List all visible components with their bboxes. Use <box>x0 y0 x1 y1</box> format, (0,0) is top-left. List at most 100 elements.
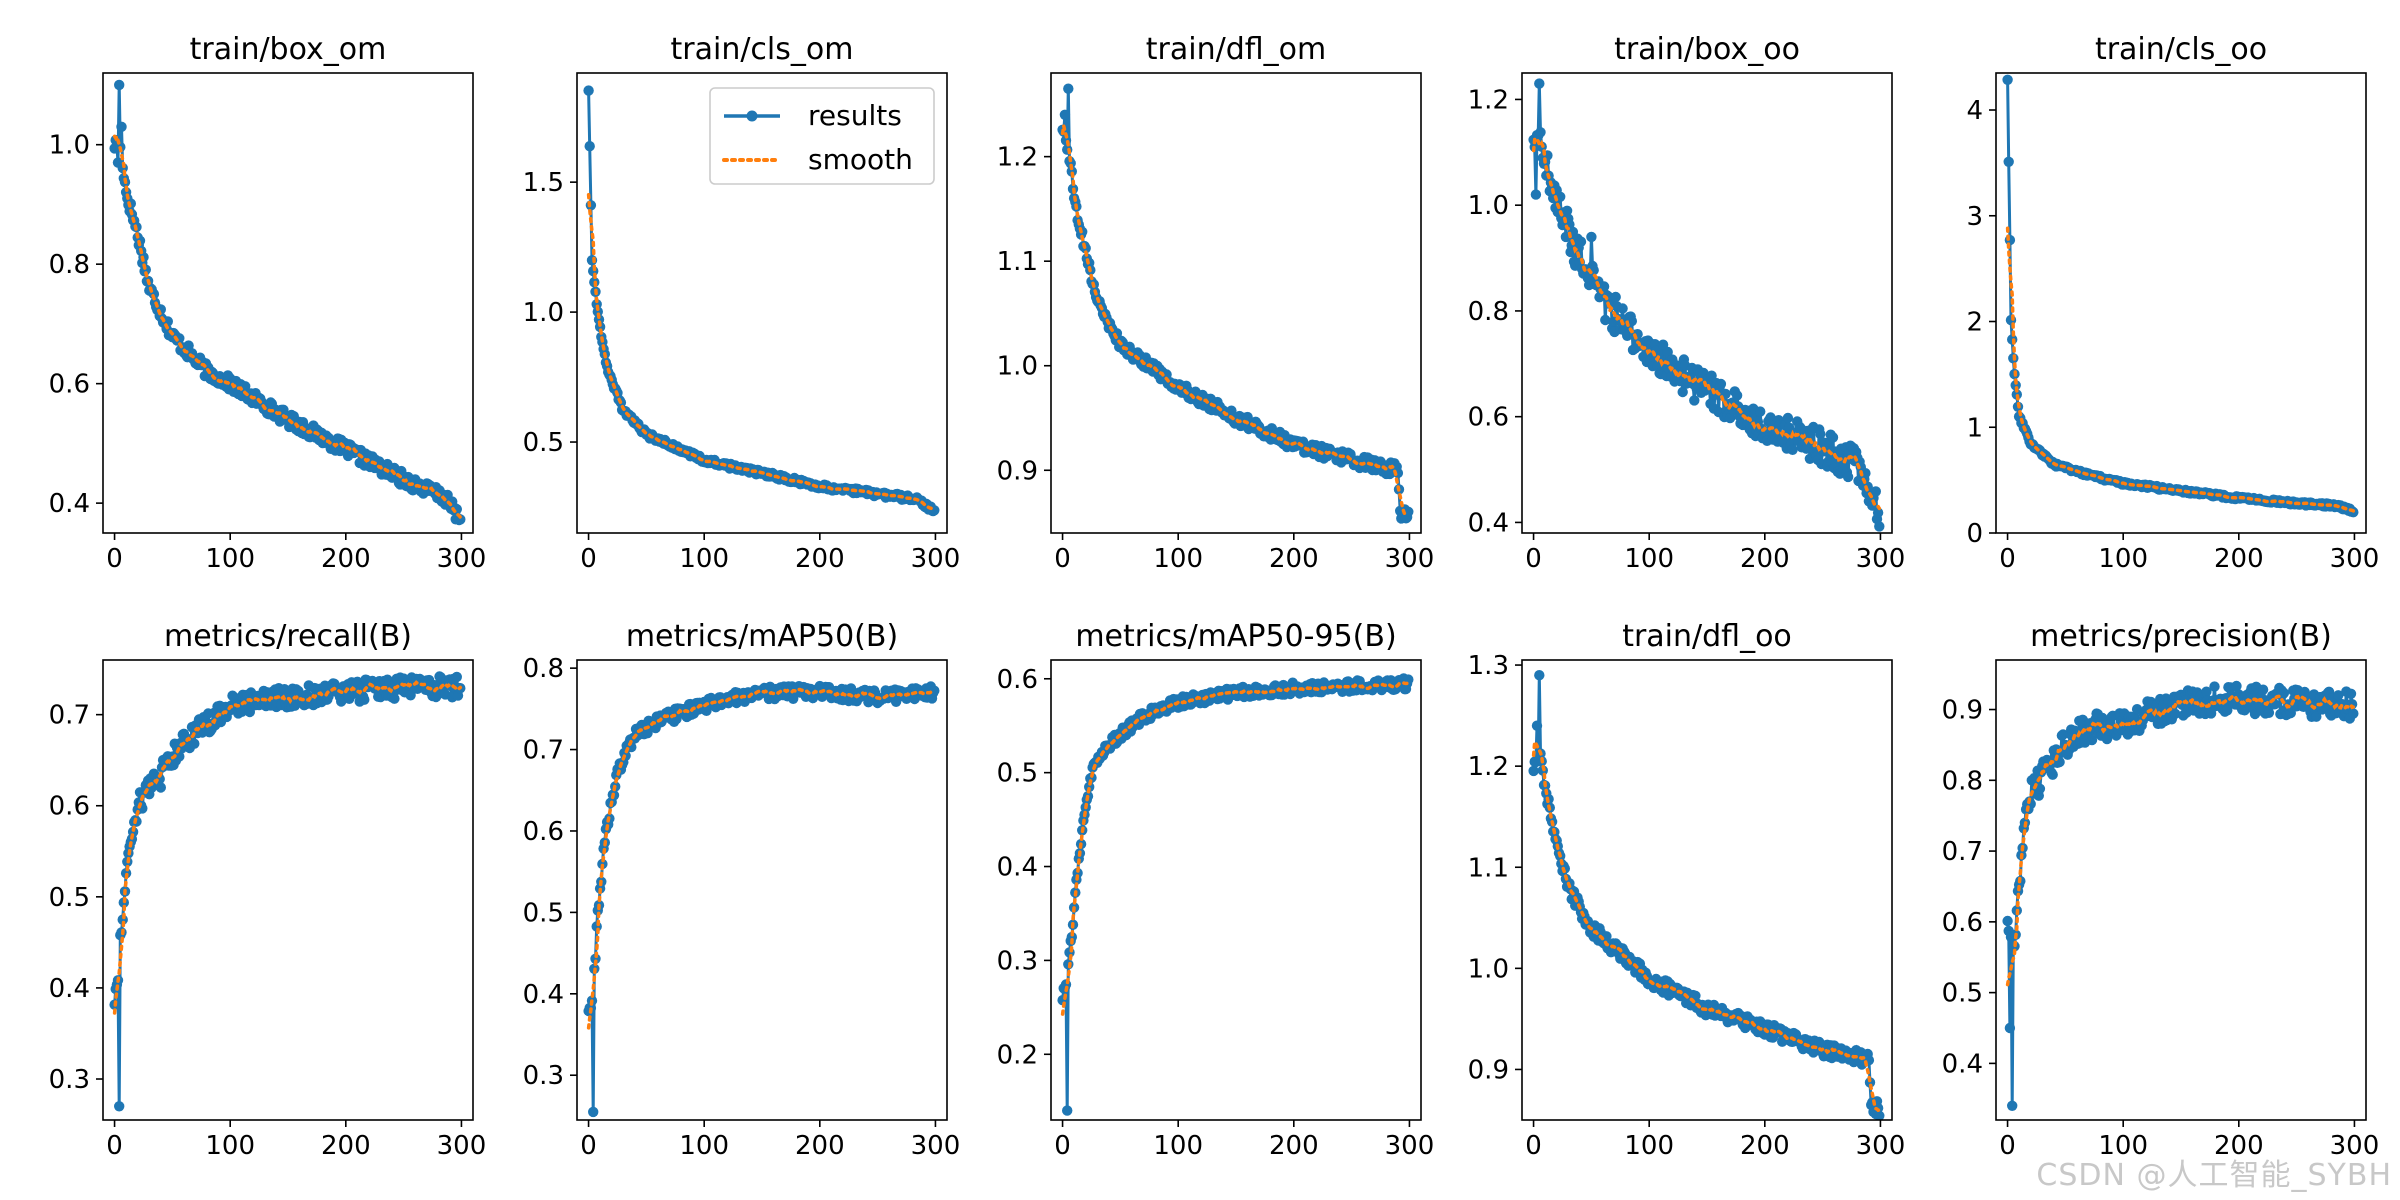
smooth-line <box>1060 681 1411 1016</box>
subplot-7: metrics/mAP50(B) 0 100 200 300 0.3 0.4 0.5 0.6 0.… <box>523 619 961 1161</box>
legend-results-label: results <box>808 99 902 132</box>
results-point <box>405 690 416 701</box>
results-point <box>1072 867 1083 879</box>
y-tick-label: 0.4 <box>49 489 90 519</box>
results-point <box>2002 74 2013 86</box>
subplot-10: metrics/precision(B) 0 100 200 300 0.4 0.5 0.6 0… <box>1942 619 2380 1161</box>
results-point <box>1815 428 1826 440</box>
y-tick-label: 0.2 <box>997 1040 1038 1070</box>
results-point <box>1706 370 1717 381</box>
results-point <box>1782 412 1794 424</box>
subplot-6: metrics/recall(B) 0 100 200 300 0.3 0.4 0.5 0.6 0… <box>49 619 487 1161</box>
results-point <box>592 306 603 317</box>
y-tick-label: 0.6 <box>523 817 564 847</box>
subplot-9: train/dfl_oo 0 100 200 300 0.9 1.0 1.1 1.2 1.3 <box>1468 619 1906 1161</box>
results-point <box>1870 486 1882 497</box>
x-tick-label: 0 <box>1525 1131 1542 1161</box>
subplot-title: train/cls_om <box>671 32 854 67</box>
results-point <box>1066 166 1078 177</box>
y-tick-label: 0.5 <box>523 898 564 928</box>
results-point <box>2007 1100 2018 1112</box>
y-tick-label: 0.7 <box>1942 837 1983 867</box>
y-tick-label: 0.3 <box>49 1065 90 1095</box>
results-point <box>2231 680 2242 692</box>
axes-frame <box>576 659 948 1121</box>
smooth-line <box>1531 135 1882 511</box>
results-point <box>2348 708 2359 719</box>
subplot-title: train/dfl_oo <box>1622 619 1792 654</box>
x-tick-label: 200 <box>795 1131 845 1161</box>
subplot-title: metrics/precision(B) <box>2030 619 2332 654</box>
results-point <box>155 782 166 793</box>
results-point <box>1600 314 1611 326</box>
x-tick-label: 0 <box>1999 544 2016 574</box>
results-point <box>2086 734 2098 746</box>
smooth-line <box>112 132 463 519</box>
y-tick-label: 0.6 <box>49 370 90 400</box>
results-point <box>583 85 594 96</box>
y-tick-label: 0.5 <box>1942 979 1983 1009</box>
y-tick-label: 0.9 <box>997 456 1038 486</box>
y-tick-label: 0.7 <box>49 701 90 731</box>
plot-area <box>2002 680 2359 1112</box>
plot-area <box>583 680 940 1118</box>
y-tick-label: 0.7 <box>523 736 564 766</box>
results-point <box>1528 765 1539 777</box>
results-point <box>127 826 139 838</box>
results-point <box>1874 521 1885 532</box>
plot-area <box>1057 83 1414 525</box>
x-tick-label: 200 <box>1740 544 1790 574</box>
results-point <box>174 751 185 762</box>
results-point <box>1874 1110 1885 1120</box>
y-tick-label: 1 <box>1966 413 1983 443</box>
results-point <box>1403 506 1414 517</box>
y-tick-label: 0.4 <box>997 853 1038 883</box>
results-point <box>389 693 400 704</box>
x-tick-label: 0 <box>1525 544 1542 574</box>
plot-area <box>583 85 940 517</box>
subplot-1: train/box_om 0 100 200 300 0.4 0.6 0.8 1.0 <box>49 32 487 574</box>
results-point <box>2004 1022 2016 1034</box>
x-tick-label: 300 <box>1385 544 1435 574</box>
results-point <box>1864 1077 1876 1088</box>
x-tick-label: 100 <box>2098 544 2148 574</box>
results-point <box>1059 109 1071 121</box>
y-tick-label: 0.4 <box>49 974 90 1004</box>
results-point <box>1872 507 1884 518</box>
results-point <box>1827 432 1839 443</box>
results-point <box>1066 931 1078 943</box>
results-point <box>2034 783 2046 794</box>
y-tick-label: 0.9 <box>1942 696 1983 726</box>
y-tick-label: 0.8 <box>1942 766 1983 796</box>
y-tick-label: 0.5 <box>997 759 1038 789</box>
results-point <box>1065 158 1076 169</box>
results-point <box>1530 189 1542 200</box>
y-tick-label: 0.3 <box>523 1061 564 1091</box>
y-tick-label: 1.2 <box>1468 752 1509 782</box>
plot-area <box>109 79 466 526</box>
y-tick-label: 1.0 <box>523 298 564 328</box>
axes-frame <box>1995 72 2367 534</box>
results-point <box>1662 346 1673 358</box>
subplot-title: metrics/mAP50-95(B) <box>1075 619 1396 654</box>
y-tick-label: 0.9 <box>1468 1055 1509 1085</box>
results-point <box>451 671 462 683</box>
axes-frame <box>1995 659 2367 1121</box>
results-point <box>1755 406 1766 417</box>
x-tick-label: 0 <box>1999 1131 2016 1161</box>
results-point <box>2131 704 2143 715</box>
results-point <box>114 79 125 91</box>
y-tick-label: 0.5 <box>49 883 90 913</box>
results-point <box>1561 205 1573 216</box>
y-tick-label: 0.3 <box>997 946 1038 976</box>
smooth-line <box>1531 736 1882 1113</box>
results-point <box>2201 686 2212 697</box>
subplot-5: train/cls_oo 0 100 200 300 0 1 2 3 4 <box>1966 32 2379 574</box>
results-line <box>587 681 936 1112</box>
y-tick-label: 0.5 <box>523 428 564 458</box>
axes-frame <box>576 72 948 534</box>
results-point <box>2333 690 2344 701</box>
y-tick-label: 1.3 <box>1468 651 1509 681</box>
plot-area <box>1057 673 1414 1116</box>
results-point <box>1531 720 1543 731</box>
